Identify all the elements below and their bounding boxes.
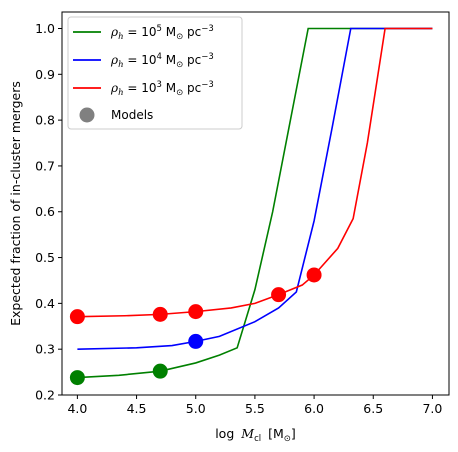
plot-content <box>69 27 433 386</box>
x-tick-label: 5.5 <box>245 401 265 416</box>
legend: ρh = 105 M⊙ pc−3 ρh = 104 M⊙ pc−3 ρh = 103… <box>67 16 243 130</box>
y-tick-label: 0.9 <box>35 67 55 82</box>
model-point <box>152 306 168 322</box>
legend-label-2: ρh = 103 M⊙ pc−3 <box>110 80 214 98</box>
y-tick-label: 0.3 <box>35 342 55 357</box>
x-tick-label: 4.0 <box>67 401 87 416</box>
y-tick-label: 0.7 <box>35 158 55 173</box>
model-point <box>152 363 168 379</box>
x-tick-label: 7.0 <box>422 401 442 416</box>
x-tick-label: 4.5 <box>127 401 147 416</box>
legend-box <box>67 16 243 130</box>
legend-label-1: ρh = 104 M⊙ pc−3 <box>110 52 214 70</box>
x-axis-label: log Mcl [M⊙] <box>215 426 296 444</box>
y-tick-label: 0.4 <box>35 296 55 311</box>
y-tick-label: 0.5 <box>35 250 55 265</box>
y-tick-label: 0.2 <box>35 388 55 403</box>
legend-label-0: ρh = 105 M⊙ pc−3 <box>110 24 214 42</box>
legend-label-models: Models <box>111 108 153 122</box>
x-axis: 4.0 4.5 5.0 5.5 6.0 6.5 7.0 <box>67 395 442 416</box>
y-tick-label: 0.8 <box>35 113 55 128</box>
x-tick-label: 6.5 <box>363 401 383 416</box>
legend-marker-models <box>79 107 95 123</box>
plot-frame <box>61 11 450 396</box>
legend-entries: ρh = 105 M⊙ pc−3 ρh = 104 M⊙ pc−3 ρh = 103… <box>73 24 214 123</box>
model-point <box>188 304 204 320</box>
series-line-1 <box>77 27 433 350</box>
y-tick-label: 1.0 <box>35 21 55 36</box>
y-axis: 0.2 0.3 0.4 0.5 0.6 0.7 0.8 0.9 1.0 <box>35 21 62 403</box>
y-tick-label: 0.6 <box>35 204 55 219</box>
model-point <box>69 309 85 325</box>
model-point <box>271 287 287 303</box>
model-point <box>69 370 85 386</box>
x-tick-label: 5.0 <box>186 401 206 416</box>
model-point <box>188 333 204 349</box>
series-line-2 <box>77 27 433 318</box>
y-axis-label: Expected fraction of in-cluster mergers <box>8 81 23 326</box>
model-point <box>306 267 322 283</box>
x-tick-label: 6.0 <box>304 401 324 416</box>
